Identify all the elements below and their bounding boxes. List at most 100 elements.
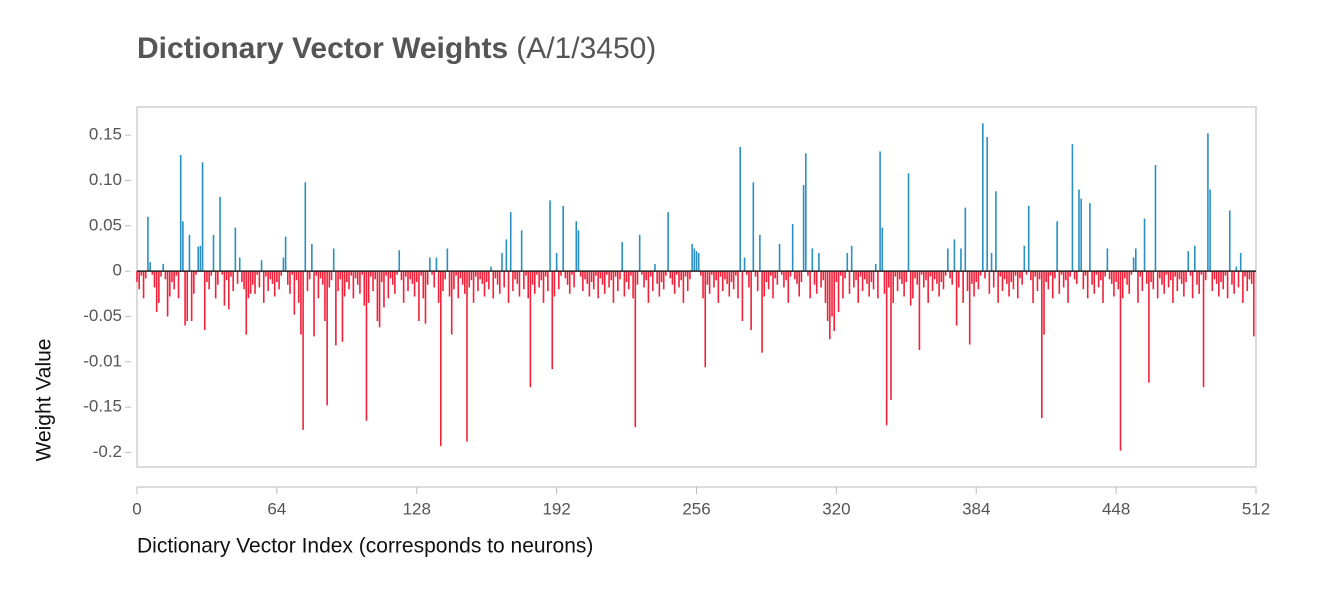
bar xyxy=(359,271,361,294)
bar xyxy=(645,271,648,281)
bar xyxy=(1248,271,1251,280)
bar xyxy=(588,271,591,297)
bar xyxy=(979,271,982,276)
bar xyxy=(1161,271,1163,285)
bar xyxy=(1183,271,1185,297)
bar xyxy=(262,271,265,303)
bar xyxy=(387,271,390,299)
bar xyxy=(1202,271,1205,388)
bar xyxy=(179,155,182,272)
bar xyxy=(153,271,156,288)
bar xyxy=(544,271,547,277)
bar xyxy=(717,271,720,303)
x-tick-label: 64 xyxy=(267,499,286,518)
bar xyxy=(890,271,892,400)
bar xyxy=(807,271,809,276)
bar xyxy=(405,271,407,277)
x-tick-label: 320 xyxy=(822,499,850,518)
bar xyxy=(888,271,890,288)
bar xyxy=(1091,271,1093,285)
bar xyxy=(536,271,538,275)
bar xyxy=(499,271,501,294)
bar xyxy=(173,271,175,290)
bar xyxy=(1224,271,1227,276)
bar xyxy=(595,271,597,276)
bar xyxy=(938,271,940,297)
bar xyxy=(1191,271,1194,299)
bar xyxy=(903,271,905,297)
y-axis-label: Weight Value xyxy=(33,339,56,462)
bar xyxy=(953,239,956,272)
bar xyxy=(407,271,409,292)
bar xyxy=(859,271,862,277)
bar xyxy=(190,271,193,322)
bar xyxy=(625,271,628,283)
bar xyxy=(839,271,842,276)
bar xyxy=(586,271,589,284)
bar xyxy=(411,271,414,284)
bar xyxy=(1159,271,1161,279)
bar xyxy=(243,271,245,290)
bar xyxy=(149,262,151,272)
bar xyxy=(435,257,438,272)
bar xyxy=(1204,271,1207,281)
bar xyxy=(142,271,145,299)
bar xyxy=(265,271,267,277)
bar xyxy=(951,271,954,285)
bar xyxy=(479,271,481,280)
bar xyxy=(789,271,792,277)
bar xyxy=(671,271,674,285)
bar xyxy=(422,271,425,299)
bar xyxy=(509,212,512,272)
bar xyxy=(1006,271,1008,284)
bar xyxy=(162,263,165,272)
bar xyxy=(599,271,602,279)
bar xyxy=(542,271,545,303)
bar xyxy=(1134,248,1137,272)
bar xyxy=(1038,271,1041,280)
bar xyxy=(227,271,230,310)
bar xyxy=(566,271,569,285)
bar xyxy=(1021,271,1023,285)
bar xyxy=(1025,271,1028,275)
bar xyxy=(1215,271,1218,284)
bar xyxy=(468,271,471,288)
bar xyxy=(523,271,525,290)
bar xyxy=(254,271,256,294)
bar xyxy=(1012,271,1015,290)
bar xyxy=(1169,271,1172,281)
bar xyxy=(957,271,960,288)
bar xyxy=(1115,271,1117,283)
bar xyxy=(590,271,593,283)
bar xyxy=(507,271,510,303)
bar xyxy=(201,162,204,272)
bar xyxy=(730,271,733,283)
bar xyxy=(824,271,827,303)
bar xyxy=(785,271,787,281)
bar xyxy=(651,271,654,292)
bar xyxy=(1119,271,1122,451)
bar xyxy=(684,271,687,277)
bar xyxy=(1056,221,1058,272)
bar xyxy=(1121,271,1124,299)
bar xyxy=(558,271,560,290)
bar xyxy=(361,271,363,275)
bar xyxy=(328,271,331,288)
bar xyxy=(413,271,416,297)
bar xyxy=(962,271,964,303)
bar xyxy=(370,271,372,277)
bar xyxy=(378,271,381,328)
bar xyxy=(697,252,700,272)
bar xyxy=(337,271,339,292)
bar xyxy=(1041,271,1043,419)
bar xyxy=(822,271,825,281)
bar xyxy=(866,271,868,284)
bar xyxy=(291,271,293,275)
bar xyxy=(735,271,737,276)
bar xyxy=(643,271,645,288)
bar xyxy=(909,271,912,306)
bar xyxy=(418,271,420,322)
x-axis-label: Dictionary Vector Index (corresponds to … xyxy=(137,535,593,558)
bar xyxy=(1156,271,1159,299)
bar xyxy=(219,196,221,272)
